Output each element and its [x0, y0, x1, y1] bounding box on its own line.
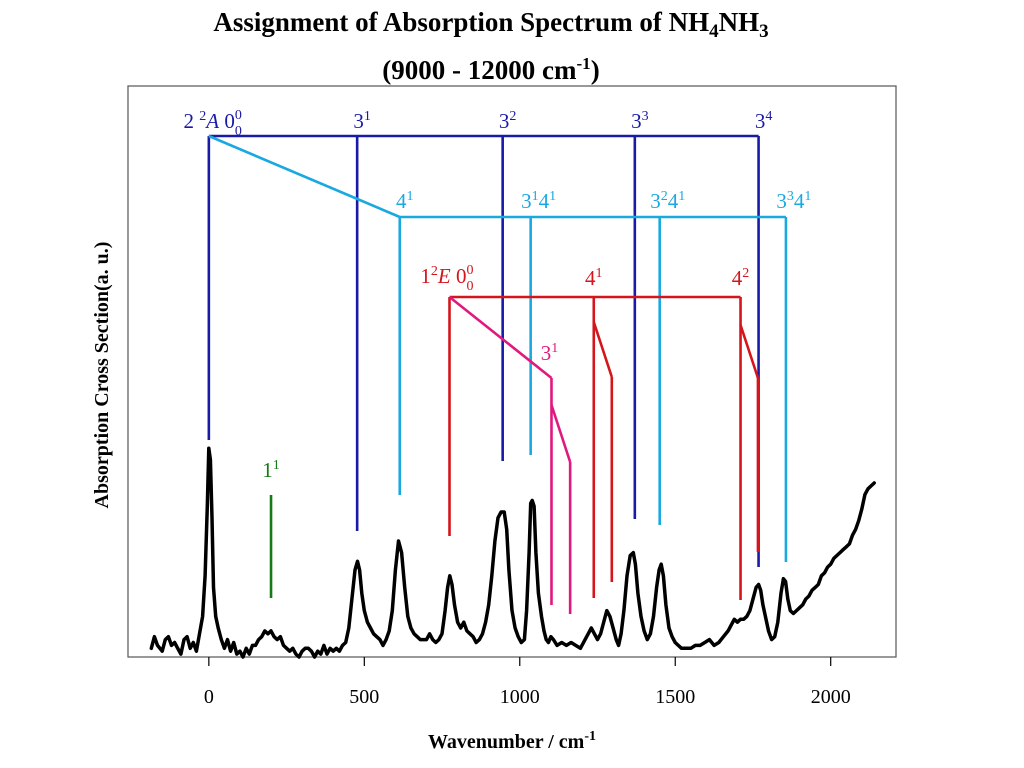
label-1E-v4-1: 41 — [585, 266, 603, 290]
label-2A-v4-2: 3141 — [521, 189, 556, 213]
label-2A-v4-3: 3241 — [650, 189, 685, 213]
assignment-progressions — [207, 134, 788, 614]
x-tick-label: 1500 — [655, 686, 695, 708]
progression-1E-v4-2-slant — [739, 324, 760, 379]
label-2A-v3-3: 33 — [631, 109, 649, 133]
progression-1E-v3-diagonal — [448, 295, 553, 380]
chart-title: Assignment of Absorption Spectrum of NH4… — [0, 6, 982, 86]
label-2A-v4-4: 3341 — [776, 189, 811, 213]
chart-title-line-2: (9000 - 12000 cm-1) — [382, 54, 600, 85]
chart-title-line-1: Assignment of Absorption Spectrum of NH4… — [213, 7, 769, 42]
label-1E-v3-1: 31 — [541, 341, 559, 365]
x-tick-label: 1000 — [500, 686, 540, 708]
progression-2A-v4-diagonal — [208, 134, 401, 219]
plot-frame — [127, 85, 897, 658]
x-tick-label: 2000 — [811, 686, 851, 708]
assignment-labels: 2 2A 000 31 32 33 34 41 3141 3241 3341 12E 000 41 4… — [184, 108, 812, 482]
label-2A-v4-1: 41 — [396, 189, 414, 213]
x-axis-label: Wavenumber / cm-1 — [428, 729, 596, 753]
label-2A-v3-2: 32 — [499, 109, 517, 133]
x-axis-ticks: 0 500 1000 1500 2000 — [204, 657, 851, 708]
x-tick-label: 500 — [349, 686, 379, 708]
label-1E-origin: 12E 000 — [420, 263, 473, 294]
label-2A-origin: 2 2A 000 — [184, 108, 242, 139]
y-axis-label: Absorption Cross Section(a. u.) — [91, 242, 113, 509]
label-2A-v3-1: 31 — [353, 109, 371, 133]
progression-1E-v3-slant — [550, 404, 572, 463]
spectrum-line — [149, 446, 876, 659]
progression-1E-v4-1-slant — [592, 321, 614, 378]
label-mode-1: 11 — [262, 458, 280, 482]
x-tick-label: 0 — [204, 686, 214, 708]
label-1E-v4-2: 42 — [732, 266, 750, 290]
label-2A-v3-4: 34 — [755, 109, 773, 133]
